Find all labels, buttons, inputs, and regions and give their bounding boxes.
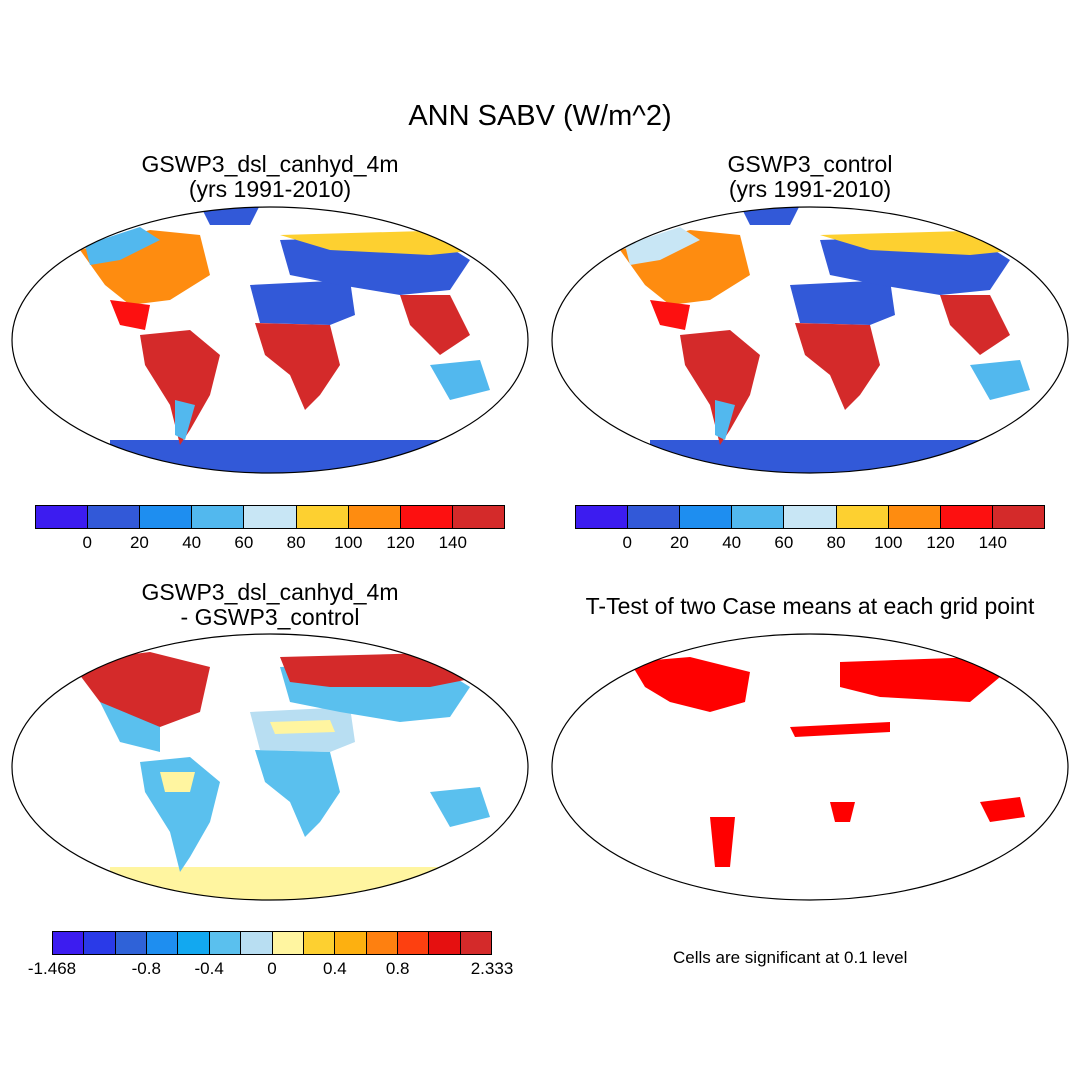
panel4-title: T-Test of two Case means at each grid po… (585, 593, 1035, 619)
colorbar-experiment (35, 505, 505, 529)
colorbar-control-swatch (992, 506, 1044, 528)
colorbar-difference-swatch (84, 932, 116, 954)
colorbar-experiment-tick-label: 140 (438, 533, 467, 552)
colorbar-difference-swatch (209, 932, 242, 954)
colorbar-experiment-tick-label: 40 (182, 533, 202, 552)
colorbar-control-swatch (940, 506, 993, 528)
colorbar-difference-swatch (460, 932, 492, 954)
colorbar-difference-swatch (53, 932, 85, 954)
colorbar-difference-swatch (429, 932, 461, 954)
colorbar-difference-swatch (178, 932, 210, 954)
colorbar-difference-tick-label: -1.468 (27, 959, 77, 978)
colorbar-control-tick-label: 60 (774, 533, 794, 552)
colorbar-control-swatch (680, 506, 733, 528)
colorbar-control-tick-label: 0 (622, 533, 632, 552)
panel1-title: GSWP3_dsl_canhyd_4m (yrs 1991-2010) (120, 152, 420, 202)
colorbar-control-tick-label: 40 (722, 533, 742, 552)
colorbar-experiment-tick-label: 0 (82, 533, 92, 552)
colorbar-experiment-swatch (296, 506, 349, 528)
colorbar-experiment-swatch (88, 506, 141, 528)
colorbar-difference-swatch (397, 932, 430, 954)
panel3-title: GSWP3_dsl_canhyd_4m - GSWP3_control (120, 580, 420, 630)
panel1-title-line1: GSWP3_dsl_canhyd_4m (141, 151, 399, 177)
colorbar-difference-swatch (115, 932, 148, 954)
colorbar-control-swatch (836, 506, 889, 528)
colorbar-difference (52, 931, 492, 955)
colorbar-control-swatch (576, 506, 629, 528)
panel2-title-line1: GSWP3_control (727, 151, 893, 177)
colorbar-control-tick-label: 100 (874, 533, 903, 552)
panel1-title-line2: (yrs 1991-2010) (188, 176, 352, 202)
colorbar-control-tick-label: 140 (978, 533, 1007, 552)
colorbar-experiment-tick-label: 20 (129, 533, 149, 552)
map-panel-control (551, 206, 1069, 474)
colorbar-difference-swatch (272, 932, 304, 954)
colorbar-control-tick-label: 80 (826, 533, 846, 552)
colorbar-experiment-tick-label: 120 (386, 533, 415, 552)
panel3-title-line2: - GSWP3_control (180, 604, 360, 630)
colorbar-difference-swatch (241, 932, 273, 954)
colorbar-experiment-tick-label: 60 (234, 533, 254, 552)
colorbar-difference-tick-label: 0.4 (323, 959, 347, 978)
colorbar-control-swatch (784, 506, 837, 528)
colorbar-difference-swatch (366, 932, 398, 954)
colorbar-experiment-swatch (244, 506, 297, 528)
colorbar-difference-swatch (147, 932, 179, 954)
significance-note: Cells are significant at 0.1 level (673, 948, 908, 967)
colorbar-experiment-swatch (36, 506, 89, 528)
colorbar-difference-swatch (303, 932, 336, 954)
colorbar-experiment-swatch (400, 506, 453, 528)
colorbar-difference-tick-label: 0.8 (385, 959, 410, 978)
colorbar-experiment-swatch (140, 506, 193, 528)
colorbar-control-tick-label: 20 (669, 533, 689, 552)
colorbar-control-swatch (888, 506, 941, 528)
colorbar-difference-tick-label: 2.333 (470, 959, 514, 978)
colorbar-experiment-swatch (348, 506, 401, 528)
colorbar-control-tick-label: 120 (926, 533, 955, 552)
colorbar-experiment-tick-label: 80 (286, 533, 306, 552)
colorbar-control-swatch (732, 506, 785, 528)
colorbar-control-swatch (628, 506, 681, 528)
map-panel-experiment (11, 206, 529, 474)
colorbar-experiment-swatch (452, 506, 504, 528)
colorbar-difference-tick-label: -0.4 (194, 959, 224, 978)
colorbar-control (575, 505, 1045, 529)
figure-title: ANN SABV (W/m^2) (408, 100, 672, 132)
panel3-title-line1: GSWP3_dsl_canhyd_4m (141, 579, 399, 605)
colorbar-difference-tick-label: 0 (267, 959, 277, 978)
colorbar-experiment-tick-label: 100 (334, 533, 363, 552)
map-panel-ttest (551, 633, 1069, 901)
colorbar-difference-swatch (335, 932, 367, 954)
panel2-title-line2: (yrs 1991-2010) (728, 176, 892, 202)
panel2-title: GSWP3_control (yrs 1991-2010) (660, 152, 960, 202)
colorbar-experiment-swatch (192, 506, 245, 528)
colorbar-difference-tick-label: -0.8 (131, 959, 161, 978)
map-panel-difference (11, 633, 529, 901)
